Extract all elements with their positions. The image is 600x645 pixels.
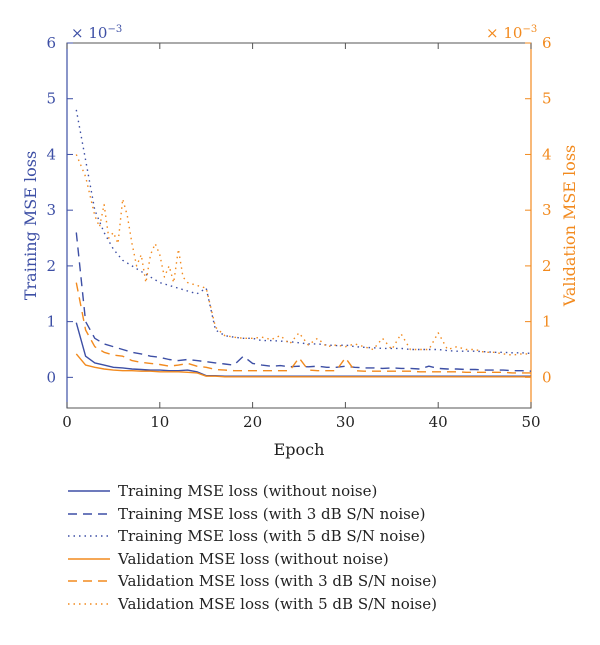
series-line-2 <box>75 109 532 355</box>
series-line-5 <box>75 154 531 356</box>
y-left-axis-label: Training MSE loss <box>21 151 40 300</box>
legend-swatch-validation-dotted <box>68 603 110 605</box>
x-tick-label: 30 <box>336 413 355 431</box>
legend-label: Training MSE loss (without noise) <box>118 482 378 501</box>
y-left-tick-label: 3 <box>46 201 56 219</box>
x-tick-label: 10 <box>150 413 169 431</box>
y-left-tick-label: 0 <box>46 368 56 386</box>
y-right-axis-label: Validation MSE loss <box>560 145 579 308</box>
series-line-1 <box>75 232 532 372</box>
chart: 0 10 20 30 40 50 0 0 1 1 2 2 3 3 4 4 5 5 6 6 × 10−3 × 10−3 Epo… <box>21 24 579 459</box>
x-axis-label: Epoch <box>274 440 325 459</box>
series-line-3 <box>75 353 531 378</box>
x-tick-label: 50 <box>521 413 540 431</box>
y-right-tick-label: 5 <box>542 90 552 108</box>
legend-item: Validation MSE loss (with 5 dB S/N noise… <box>68 593 488 616</box>
series-line-4 <box>75 282 531 374</box>
y-right-tick-label: 2 <box>542 257 552 275</box>
legend-label: Training MSE loss (with 5 dB S/N noise) <box>118 527 426 546</box>
legend-item: Validation MSE loss (with 3 dB S/N noise… <box>68 570 488 593</box>
legend: Training MSE loss (without noise) Traini… <box>68 480 488 615</box>
y-right-tick-label: 6 <box>542 34 552 52</box>
y-left-tick-label: 2 <box>46 257 56 275</box>
legend-swatch-training-solid <box>68 490 110 492</box>
legend-swatch-validation-dashed <box>68 580 110 582</box>
legend-label: Training MSE loss (with 3 dB S/N noise) <box>118 504 426 523</box>
series-line-0 <box>75 322 531 377</box>
legend-label: Validation MSE loss (with 5 dB S/N noise… <box>118 594 437 613</box>
y-left-multiplier: × 10−3 <box>71 24 122 42</box>
y-left-tick-label: 5 <box>46 90 56 108</box>
legend-swatch-validation-solid <box>68 558 110 560</box>
x-tick-label: 20 <box>243 413 262 431</box>
x-tick-label: 40 <box>429 413 448 431</box>
y-left-tick-label: 1 <box>46 313 56 331</box>
y-right-tick-label: 0 <box>542 368 552 386</box>
legend-item: Training MSE loss (with 3 dB S/N noise) <box>68 503 488 526</box>
legend-swatch-training-dashed <box>68 513 110 515</box>
y-left-tick-label: 6 <box>46 34 56 52</box>
legend-item: Training MSE loss (without noise) <box>68 480 488 503</box>
y-right-multiplier: × 10−3 <box>486 24 537 42</box>
x-tick-label: 0 <box>62 413 72 431</box>
y-right-tick-label: 1 <box>542 313 552 331</box>
legend-swatch-training-dotted <box>68 535 110 537</box>
y-left-tick-label: 4 <box>46 145 56 163</box>
legend-item: Training MSE loss (with 5 dB S/N noise) <box>68 525 488 548</box>
legend-label: Validation MSE loss (with 3 dB S/N noise… <box>118 572 437 591</box>
legend-label: Validation MSE loss (without noise) <box>118 549 389 568</box>
legend-item: Validation MSE loss (without noise) <box>68 548 488 571</box>
y-right-tick-label: 3 <box>542 201 552 219</box>
y-right-tick-label: 4 <box>542 145 552 163</box>
